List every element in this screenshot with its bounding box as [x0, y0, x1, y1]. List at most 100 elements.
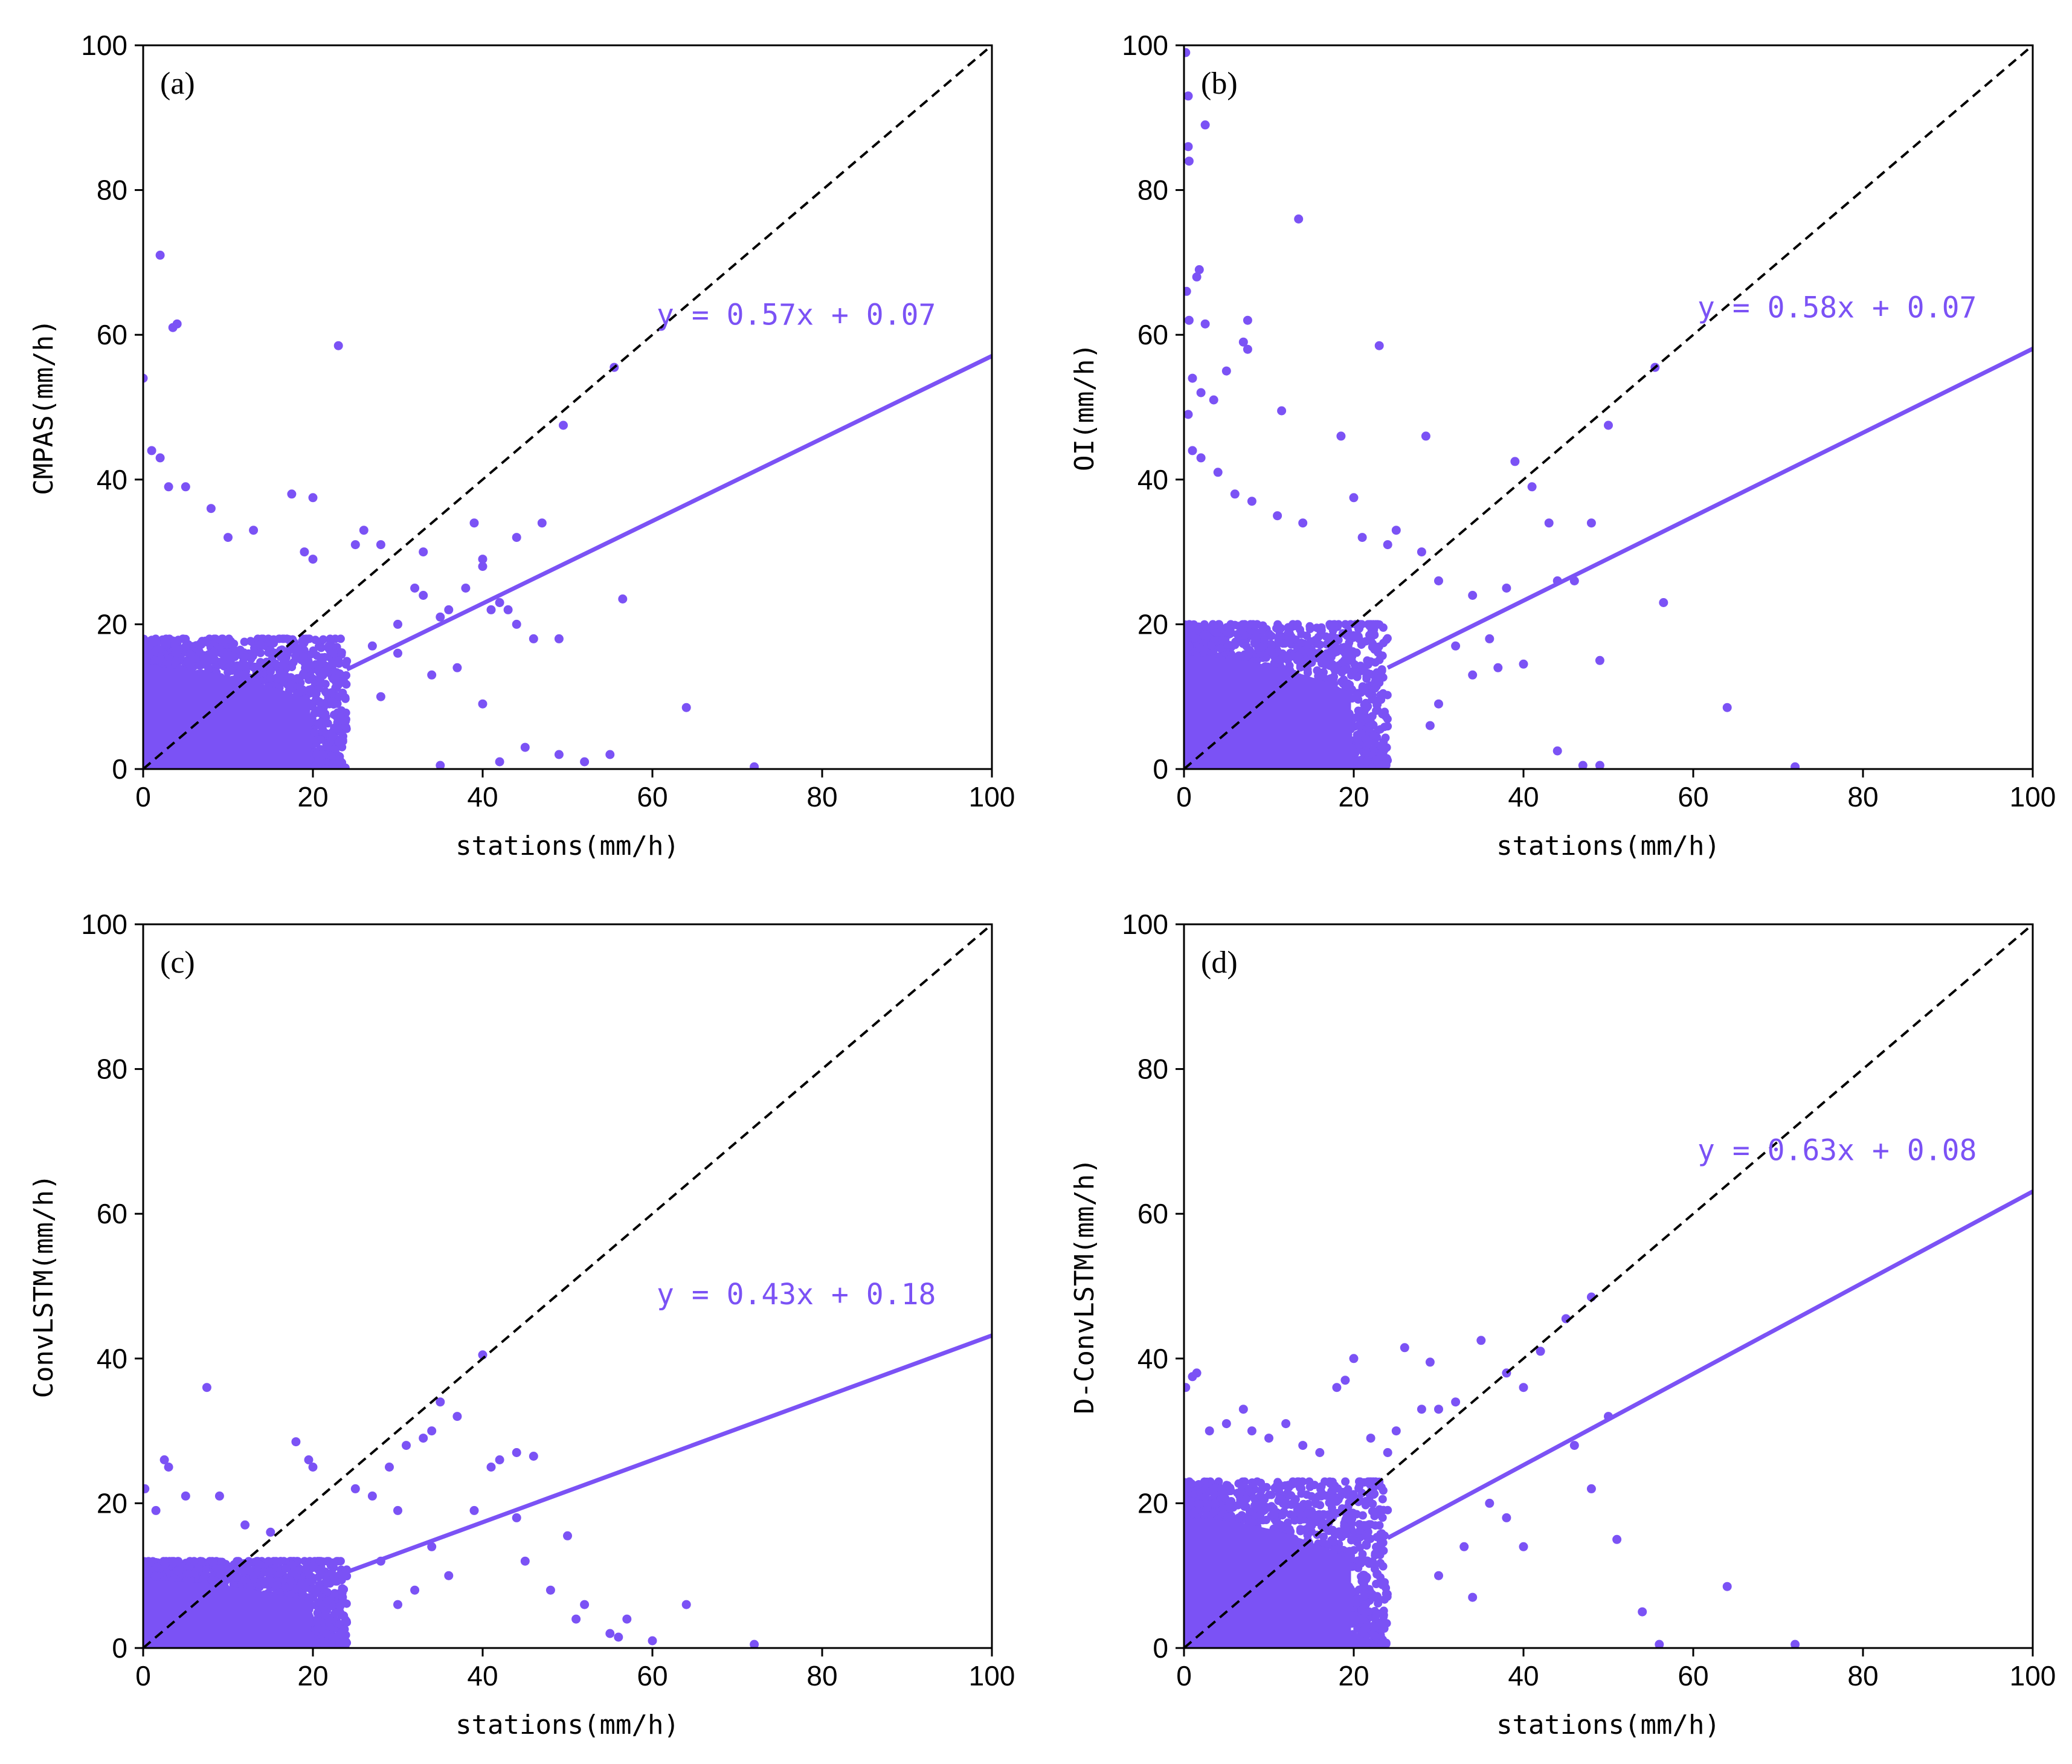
panel-a-cluster-point — [228, 651, 237, 660]
panel-a-cluster-point — [149, 638, 158, 647]
panel-a-cluster-point — [293, 674, 302, 683]
panel-a-cluster-point — [321, 729, 330, 738]
panel-a-equation: y = 0.57x + 0.07 — [657, 298, 936, 332]
panel-a-outlier-point — [605, 750, 615, 759]
panel-a-outlier-point — [537, 518, 547, 528]
panel-b-cluster-point — [1379, 639, 1388, 648]
panel-a-y-tick-label: 40 — [97, 464, 127, 495]
panel-a-outlier-point — [206, 504, 216, 513]
panel-a-cluster-point — [246, 637, 255, 646]
panel-a-plot-area — [143, 45, 992, 769]
panel-a-y-tick-label: 20 — [97, 608, 127, 640]
panel-a-cluster-point — [315, 698, 324, 707]
panel-a-cluster-point — [302, 660, 311, 669]
panel-b-cluster-point — [1347, 671, 1356, 680]
panel-a-cluster-point — [336, 634, 345, 643]
panel-b-cluster-point — [1362, 703, 1371, 712]
panel-a-outlier-point — [350, 540, 360, 550]
panel-a-cluster-point — [250, 662, 259, 671]
panel-a-outlier-point — [580, 757, 590, 767]
panel-a-cluster-point — [266, 674, 275, 682]
panel-a-cluster-point — [201, 654, 210, 663]
panel-b-cluster-point — [1240, 620, 1249, 629]
panel-a-cluster-point — [295, 688, 304, 697]
panel-a-outlier-point — [452, 663, 462, 672]
panel-a-x-tick-label: 20 — [297, 781, 328, 813]
panel-b-cluster-point — [1377, 742, 1386, 751]
panel-a-outlier-point — [359, 526, 368, 535]
panel-a-cluster-point — [143, 643, 149, 651]
panel-a-outlier-point — [249, 526, 259, 535]
panel-a-cluster-point — [317, 643, 326, 652]
panel-a-outlier-point — [427, 670, 437, 680]
panel-a-outlier-point — [495, 598, 504, 607]
panel-a-cluster-point — [319, 635, 328, 644]
panel-a: 0 20 40 60 80 100020406080100stations(mm/h)CM… — [28, 30, 1015, 861]
panel-a-y-tick-label: 0 — [112, 753, 127, 785]
panel-a-cluster-point — [210, 655, 218, 664]
panel-b-cluster-point — [1303, 665, 1312, 674]
panel-a-cluster-point — [209, 648, 218, 657]
panel-a-outlier-point — [300, 547, 309, 557]
panel-a-outlier-point — [143, 373, 148, 383]
panel-a-outlier-point — [181, 482, 190, 492]
panel-a-outlier-point — [486, 605, 496, 614]
panel-a-cluster-point — [323, 741, 332, 750]
panel-a-cluster-point — [269, 635, 278, 644]
panel-a-cluster-point — [286, 680, 295, 689]
panel-a-outlier-point — [393, 619, 402, 629]
panel-a-cluster-point — [309, 688, 318, 697]
panel-a-outlier-point — [469, 518, 479, 528]
panel-a-cluster-point — [335, 753, 344, 762]
panel-a-x-axis-label: stations(mm/h) — [455, 831, 680, 861]
panel-b: 0 20 40 60 80 100020406080100stations(mm/h)OI… — [1069, 30, 2056, 861]
panel-a-outlier-point — [559, 420, 568, 430]
panel-a-cluster-point — [299, 669, 308, 678]
panel-a-cluster-point — [326, 634, 335, 643]
panel-a-cluster-point — [310, 764, 319, 769]
panel-a-cluster-point — [228, 666, 237, 675]
panel-a-cluster-point — [319, 669, 327, 677]
panel-a-y-axis-label: CMPAS(mm/h) — [28, 319, 59, 495]
panel-b-cluster-point — [1377, 695, 1386, 704]
panel-a-cluster-point — [186, 649, 195, 658]
panel-a-cluster-point — [172, 657, 181, 665]
panel-b-cluster-point — [1358, 682, 1367, 691]
panel-b-cluster-point — [1231, 620, 1240, 629]
panel-a-cluster-point — [181, 642, 190, 651]
panel-a-cluster-point — [332, 724, 341, 733]
panel-b-cluster-point — [1242, 642, 1251, 651]
panel-a-outlier-point — [478, 699, 487, 709]
panel-a-cluster-point — [256, 648, 265, 657]
panel-a-cluster-point — [320, 710, 329, 719]
panel-a-cluster-point — [312, 749, 321, 758]
panel-a-outlier-point — [308, 555, 318, 564]
panel-a-outlier-point — [164, 482, 173, 492]
panel-a-cluster-point — [240, 637, 249, 646]
panel-a-cluster-point — [342, 724, 351, 733]
panel-a-outlier-point — [461, 584, 471, 593]
panel-a-outlier-point — [444, 605, 454, 614]
panel-a-cluster-point — [295, 646, 304, 655]
panel-b-cluster-point — [1340, 656, 1349, 665]
panel-a-cluster-point — [266, 667, 275, 676]
panel-a-outlier-point — [155, 453, 165, 463]
panel-b-cluster-point — [1354, 706, 1363, 715]
panel-a-cluster-point — [324, 642, 333, 651]
panel-a-cluster-point — [321, 680, 330, 689]
panel-a-cluster-point — [320, 652, 329, 662]
panel-a-outlier-point — [554, 750, 564, 759]
panel-b-cluster-point — [1349, 631, 1358, 640]
panel-b-cluster-point — [1373, 706, 1382, 715]
panel-a-x-tick-label: 80 — [806, 781, 837, 813]
panel-a-cluster-point — [309, 646, 318, 655]
panel-a-cluster-point — [217, 657, 227, 666]
panel-a-fit-line — [346, 354, 992, 672]
panel-a-outlier-point — [367, 641, 377, 651]
panel-b-cluster-point — [1321, 660, 1330, 669]
panel-a-tag: (a) — [160, 66, 195, 101]
panel-a-outlier-point — [520, 742, 530, 752]
panel-a-outlier-point — [419, 547, 428, 557]
panel-a-identity-line — [143, 45, 992, 769]
